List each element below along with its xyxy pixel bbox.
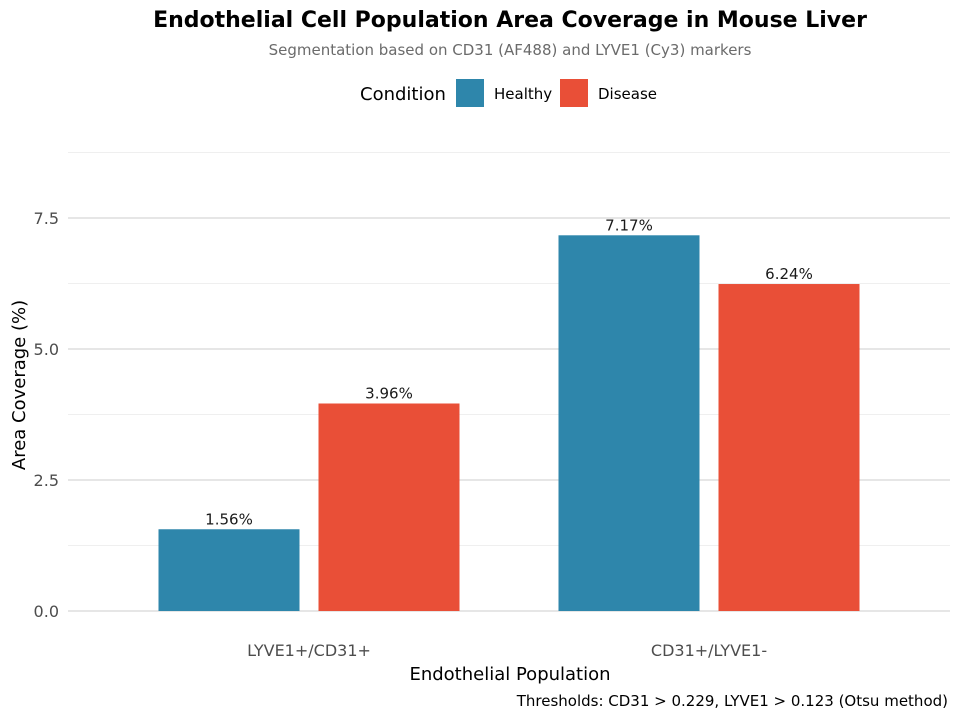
bar-value-label: 6.24%	[765, 265, 813, 283]
legend-label-disease: Disease	[598, 85, 657, 103]
y-tick-label: 5.0	[34, 340, 59, 359]
legend-label-healthy: Healthy	[494, 85, 552, 103]
chart-subtitle: Segmentation based on CD31 (AF488) and L…	[269, 41, 752, 59]
bar-disease-1	[318, 403, 460, 611]
y-tick-label: 7.5	[34, 209, 59, 228]
legend-swatch-healthy	[456, 79, 484, 107]
x-tick-label: CD31+/LYVE1-	[651, 641, 767, 660]
legend-title: Condition	[360, 84, 446, 105]
bar-labels: 1.56% 3.96% 7.17% 6.24%	[205, 216, 813, 528]
y-tick-label: 2.5	[34, 471, 59, 490]
x-axis-ticks: LYVE1+/CD31+ CD31+/LYVE1-	[247, 641, 767, 660]
legend-swatch-disease	[560, 79, 588, 107]
bar-healthy-2	[558, 235, 700, 612]
legend: Condition Healthy Disease	[360, 79, 657, 107]
bars	[158, 235, 860, 612]
y-tick-label: 0.0	[34, 602, 59, 621]
bar-healthy-1	[158, 529, 300, 611]
bar-value-label: 7.17%	[605, 216, 653, 234]
bar-value-label: 1.56%	[205, 510, 253, 528]
x-axis-title: Endothelial Population	[409, 664, 610, 685]
bar-value-label: 3.96%	[365, 384, 413, 402]
x-tick-label: LYVE1+/CD31+	[247, 641, 371, 660]
y-axis-ticks: 0.0 2.5 5.0 7.5	[34, 209, 59, 621]
y-axis-title: Area Coverage (%)	[9, 300, 30, 470]
bar-disease-2	[718, 284, 860, 611]
chart-caption: Thresholds: CD31 > 0.229, LYVE1 > 0.123 …	[516, 692, 948, 710]
chart-title: Endothelial Cell Population Area Coverag…	[153, 8, 867, 33]
